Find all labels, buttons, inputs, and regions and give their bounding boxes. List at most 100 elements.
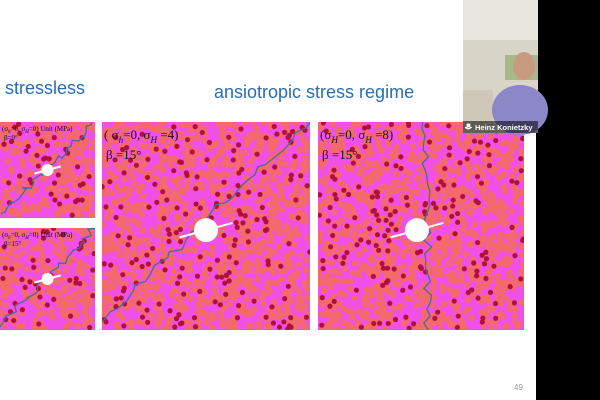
grain: [365, 124, 372, 130]
grain: [152, 164, 160, 172]
grain: [91, 159, 95, 166]
grain: [61, 245, 68, 252]
grain: [326, 326, 334, 330]
grain: [107, 179, 113, 185]
label-part: ( σ: [104, 127, 119, 142]
grain: [435, 186, 441, 192]
grain: [450, 177, 457, 184]
grain: [384, 252, 391, 260]
grain: [298, 173, 304, 179]
grain: [433, 205, 439, 211]
grain: [0, 122, 4, 126]
grain: [409, 276, 416, 283]
grain: [102, 162, 109, 169]
grain: [77, 213, 84, 218]
grain: [74, 322, 82, 329]
grain: [393, 179, 401, 186]
grain: [260, 238, 267, 246]
panel-angle: β=0°: [4, 134, 18, 142]
grain: [303, 285, 310, 293]
grain: [109, 148, 116, 155]
grain: [400, 287, 406, 293]
grain: [457, 215, 465, 222]
grain: [70, 292, 77, 299]
grain: [45, 285, 53, 292]
grain: [245, 266, 253, 274]
grain: [177, 258, 184, 265]
grain: [328, 259, 335, 266]
grain: [102, 188, 108, 195]
grain: [442, 234, 449, 242]
grain: [352, 215, 358, 221]
grain: [273, 196, 280, 204]
grain: [74, 141, 81, 149]
grain: [167, 259, 174, 267]
grain: [318, 177, 325, 185]
grain: [414, 293, 422, 300]
grain: [281, 237, 288, 244]
grain: [481, 185, 489, 192]
grain: [138, 201, 145, 208]
grain: [52, 197, 58, 203]
grain: [320, 266, 326, 272]
grain: [393, 124, 400, 132]
grain: [285, 288, 293, 295]
grain: [147, 291, 155, 298]
grain: [440, 300, 448, 308]
grain: [355, 161, 362, 168]
grain: [325, 218, 332, 224]
grain: [464, 140, 471, 147]
grain: [62, 323, 69, 330]
grain: [86, 296, 93, 304]
grain: [347, 127, 355, 135]
grain: [388, 197, 394, 203]
grain: [149, 125, 156, 132]
grain: [4, 234, 12, 242]
grain: [343, 230, 350, 238]
grain: [35, 131, 41, 137]
grain: [221, 179, 227, 185]
grain: [16, 188, 23, 195]
grain: [393, 170, 400, 178]
grain: [159, 122, 167, 126]
grain: [502, 212, 509, 220]
grain: [69, 176, 76, 183]
grain: [17, 261, 24, 269]
grain: [431, 294, 438, 301]
grain: [118, 204, 124, 210]
grain: [282, 129, 288, 135]
grain: [186, 210, 194, 217]
grain: [375, 142, 382, 149]
grain: [52, 249, 59, 256]
grain: [501, 257, 508, 265]
grain: [383, 217, 389, 223]
grain: [403, 128, 411, 135]
grain: [349, 313, 356, 321]
grain: [346, 278, 354, 285]
grain: [323, 128, 329, 134]
grain: [23, 148, 29, 154]
grain: [362, 136, 370, 143]
grain: [183, 247, 190, 254]
grain: [295, 300, 302, 308]
grain: [371, 320, 377, 327]
grain: [76, 260, 84, 268]
grain: [174, 205, 180, 211]
grain: [403, 314, 409, 320]
grain: [229, 214, 236, 222]
grain: [297, 251, 305, 259]
grain: [144, 241, 152, 248]
grain: [398, 154, 404, 160]
grain: [34, 267, 41, 274]
grain: [229, 135, 237, 142]
grain: [135, 318, 142, 326]
grain: [372, 308, 380, 316]
grain: [130, 234, 138, 242]
grain: [432, 190, 439, 198]
grain: [144, 307, 150, 313]
grain: [125, 224, 132, 231]
grain: [40, 309, 48, 317]
label-part: =8): [372, 127, 393, 142]
grain: [128, 325, 135, 330]
grain: [255, 320, 262, 327]
